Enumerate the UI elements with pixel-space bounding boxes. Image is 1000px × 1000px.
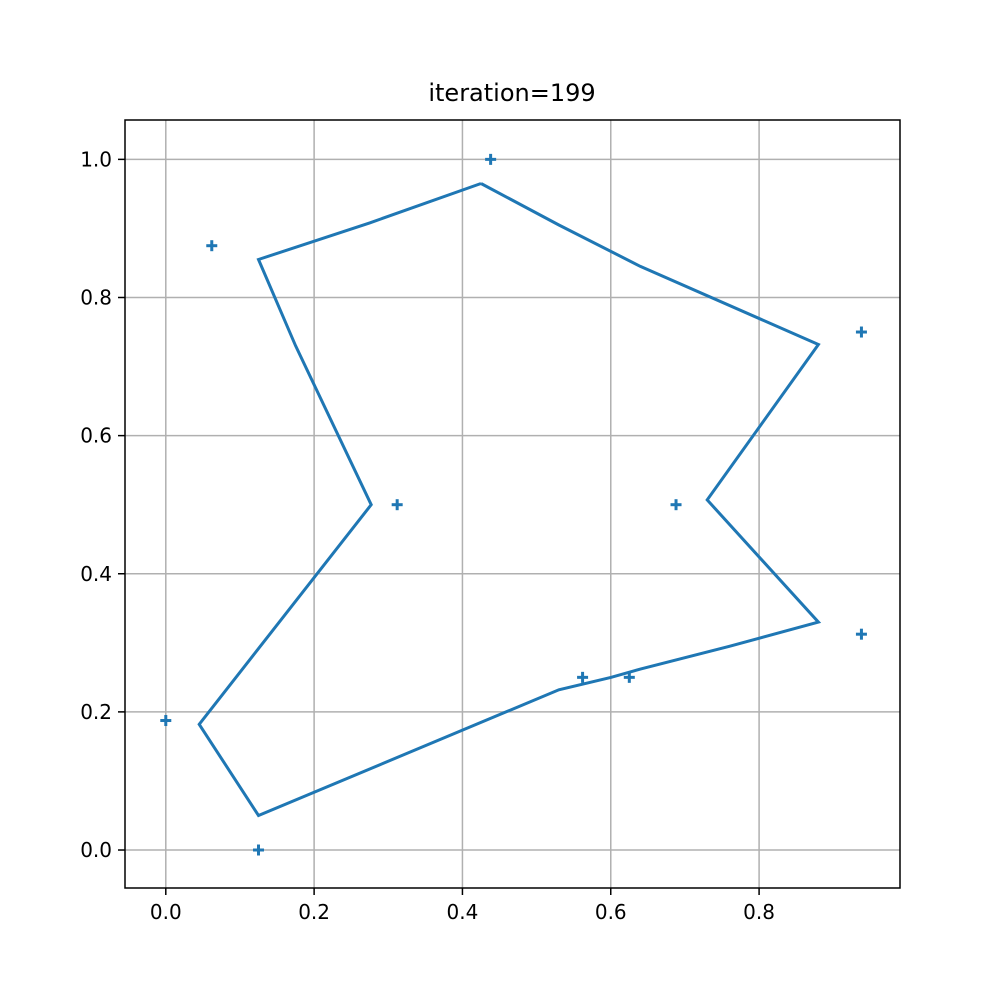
- plus-marker: [160, 715, 172, 727]
- y-tick-label: 0.0: [80, 838, 112, 862]
- plus-marker: [485, 153, 497, 165]
- y-tick-label: 0.6: [80, 424, 112, 448]
- polygon-line: [197, 182, 822, 818]
- plus-marker: [206, 240, 218, 252]
- x-tick-label: 0.0: [150, 900, 182, 924]
- x-tick-label: 0.4: [447, 900, 479, 924]
- plus-marker: [577, 671, 589, 683]
- y-tick-label: 0.8: [80, 285, 112, 309]
- x-tick-label: 0.8: [743, 900, 775, 924]
- y-tick-label: 0.4: [80, 562, 112, 586]
- x-tick-label: 0.6: [595, 900, 627, 924]
- plot-frame: [124, 119, 901, 889]
- plus-marker: [855, 628, 867, 640]
- plus-marker: [855, 326, 867, 338]
- y-tick-label: 1.0: [80, 147, 112, 171]
- plus-marker: [391, 499, 403, 511]
- y-tick-label: 0.2: [80, 700, 112, 724]
- plot-data: [160, 153, 867, 856]
- chart-title: iteration=199: [428, 79, 595, 107]
- axes: 0.0 0.2 0.4 0.6 0.8 0.0 0.2 0.4 0.6 0.8 1.0: [80, 147, 775, 924]
- plus-marker: [252, 844, 264, 856]
- plus-marker: [670, 499, 682, 511]
- grid: [125, 120, 900, 888]
- x-tick-label: 0.2: [298, 900, 330, 924]
